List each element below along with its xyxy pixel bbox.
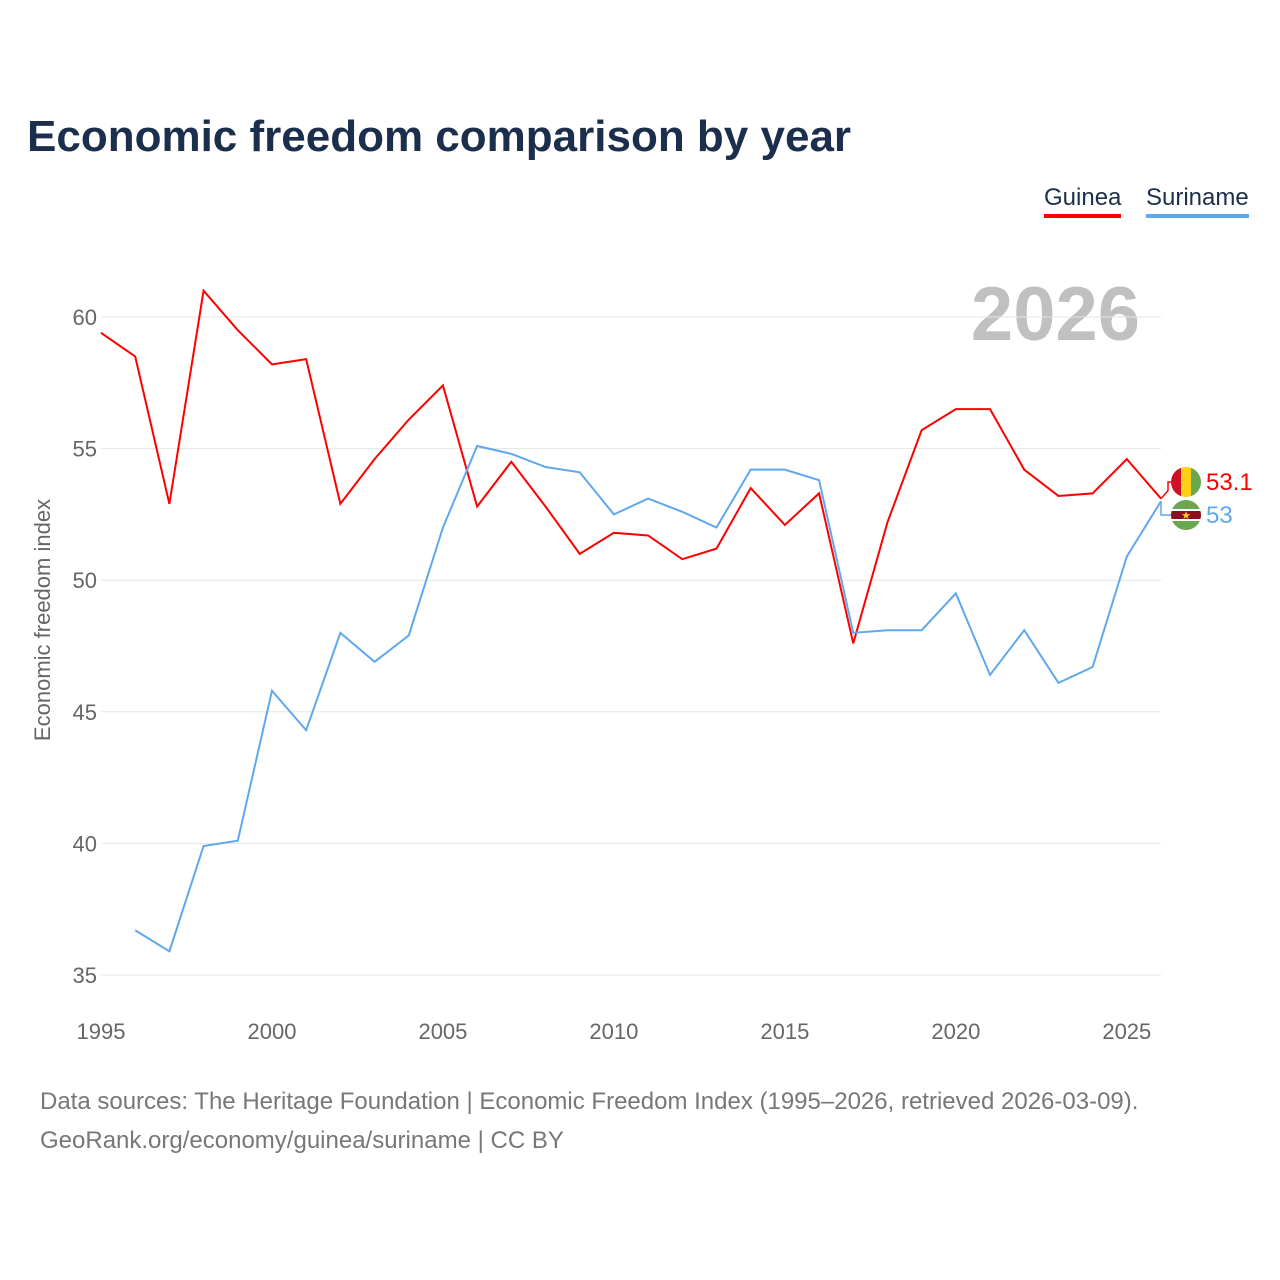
flag-stripe [1171,509,1201,511]
y-axis-label: Economic freedom index [30,499,55,741]
y-tick-label: 45 [73,700,97,725]
x-tick-label: 1995 [77,1019,126,1044]
y-tick-label: 55 [73,437,97,462]
series-line-suriname [134,444,1162,953]
flag-stripe [1171,519,1201,521]
guinea-flag-icon [1171,467,1201,497]
flag-stripe [1171,511,1201,519]
connector-suriname [1160,501,1174,516]
flag-stripe [1171,521,1201,530]
flag-stripe [1181,467,1191,497]
end-label-guinea: 53.1 [1206,469,1253,496]
end-label-suriname: 53 [1206,502,1233,529]
star-icon: ★ [1181,510,1191,522]
suriname-flag-icon: ★ [1171,500,1201,530]
x-tick-label: 2015 [760,1019,809,1044]
x-tick-label: 2010 [589,1019,638,1044]
flag-stripe [1191,467,1201,497]
series-line-guinea [100,288,1162,644]
credit-link[interactable]: GeoRank.org/economy/guinea/suriname | CC… [40,1127,564,1154]
flag-stripe [1171,467,1181,497]
y-tick-label: 50 [73,568,97,593]
y-tick-label: 60 [73,305,97,330]
y-tick-label: 35 [73,963,97,988]
x-tick-label: 2025 [1102,1019,1151,1044]
x-tick-label: 2005 [418,1019,467,1044]
legend-suriname[interactable]: Suriname [1146,184,1249,218]
x-tick-label: 2000 [247,1019,296,1044]
year-watermark: 2026 [971,272,1140,357]
flag-stripe [1171,500,1201,509]
data-source: Data sources: The Heritage Foundation | … [40,1088,1139,1115]
legend-guinea[interactable]: Guinea [1044,184,1122,218]
x-tick-label: 2020 [931,1019,980,1044]
chart-title: Economic freedom comparison by year [27,112,852,161]
y-tick-label: 40 [73,831,97,856]
